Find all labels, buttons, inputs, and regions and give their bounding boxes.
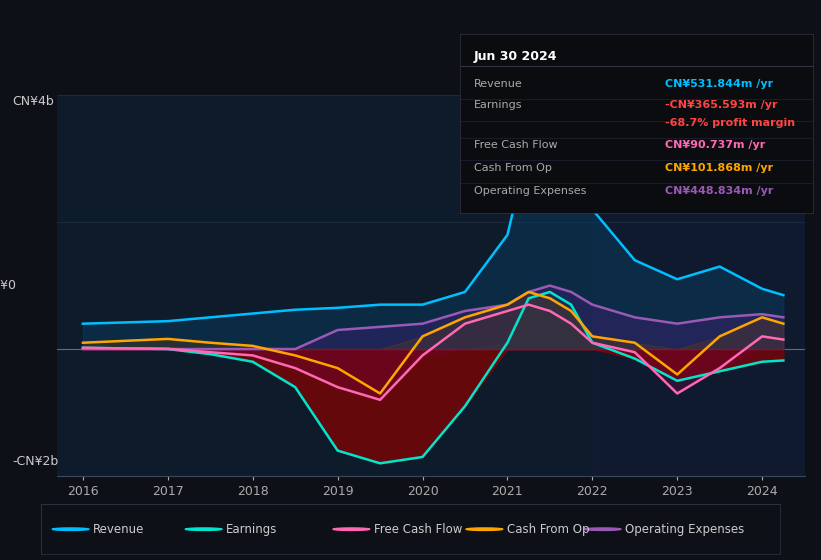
- Text: CN¥4b: CN¥4b: [12, 95, 54, 108]
- Circle shape: [585, 528, 621, 530]
- Text: CN¥101.868m /yr: CN¥101.868m /yr: [664, 163, 773, 173]
- Text: CN¥0: CN¥0: [0, 279, 16, 292]
- Text: Cash From Op: Cash From Op: [474, 163, 552, 173]
- Text: Revenue: Revenue: [474, 79, 523, 89]
- Text: -CN¥2b: -CN¥2b: [12, 455, 59, 468]
- Text: Operating Expenses: Operating Expenses: [625, 522, 744, 536]
- Circle shape: [466, 528, 502, 530]
- Bar: [592, 95, 813, 476]
- Text: Jun 30 2024: Jun 30 2024: [474, 50, 557, 63]
- Text: CN¥531.844m /yr: CN¥531.844m /yr: [664, 79, 773, 89]
- Text: CN¥448.834m /yr: CN¥448.834m /yr: [664, 186, 773, 197]
- Text: Free Cash Flow: Free Cash Flow: [374, 522, 462, 536]
- Text: Operating Expenses: Operating Expenses: [474, 186, 586, 197]
- Circle shape: [186, 528, 222, 530]
- Text: Earnings: Earnings: [226, 522, 277, 536]
- Circle shape: [333, 528, 370, 530]
- Text: CN¥90.737m /yr: CN¥90.737m /yr: [664, 139, 765, 150]
- Text: -68.7% profit margin: -68.7% profit margin: [664, 118, 795, 128]
- Text: Revenue: Revenue: [93, 522, 144, 536]
- Text: Free Cash Flow: Free Cash Flow: [474, 139, 557, 150]
- Text: -CN¥365.593m /yr: -CN¥365.593m /yr: [664, 100, 777, 110]
- Text: Earnings: Earnings: [474, 100, 522, 110]
- Circle shape: [53, 528, 89, 530]
- Text: Cash From Op: Cash From Op: [507, 522, 589, 536]
